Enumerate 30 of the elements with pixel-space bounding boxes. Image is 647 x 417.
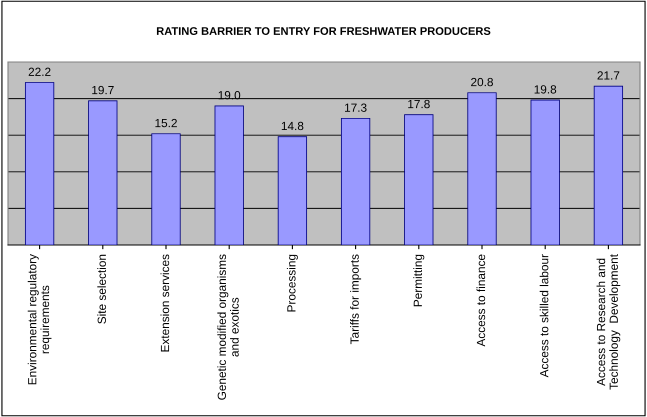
- bar: [151, 133, 181, 245]
- data-label: 17.8: [408, 100, 430, 108]
- x-tick-label: Permitting: [413, 254, 424, 306]
- x-tick-label: Access to Research and Technology Development: [596, 254, 620, 390]
- bar: [340, 118, 370, 245]
- data-label: 19.8: [534, 85, 556, 94]
- bar: [214, 106, 244, 245]
- x-tick-label: Processing: [286, 254, 298, 312]
- data-label: 19.7: [92, 86, 114, 94]
- bar: [24, 82, 54, 245]
- data-label: 14.8: [282, 122, 304, 130]
- data-label: 20.8: [471, 78, 493, 86]
- bar: [404, 114, 434, 245]
- bar: [530, 100, 560, 245]
- data-label: 22.2: [28, 68, 50, 76]
- x-tick-label: Environmental regulatory requirements: [28, 254, 52, 384]
- x-tick-label: Site selection: [97, 254, 106, 324]
- x-tick-label: Access to finance: [476, 254, 486, 347]
- bar: [278, 136, 308, 245]
- bar: [594, 86, 624, 245]
- x-tick-label: Extension services: [160, 254, 170, 352]
- chart-title: RATING BARRIER TO ENTRY FOR FRESHWATER PRODUCERS: [156, 27, 490, 35]
- data-label: 17.3: [345, 104, 367, 112]
- bar: [467, 92, 497, 245]
- x-tick-label: Genetic modified organisms and exotics: [217, 254, 239, 400]
- x-tick-label: Tariffs for imports: [350, 254, 362, 344]
- x-tick-label: Access to skilled labour: [540, 254, 548, 378]
- data-label: 21.7: [598, 71, 620, 80]
- data-label: 15.2: [155, 118, 177, 128]
- bar: [88, 100, 118, 245]
